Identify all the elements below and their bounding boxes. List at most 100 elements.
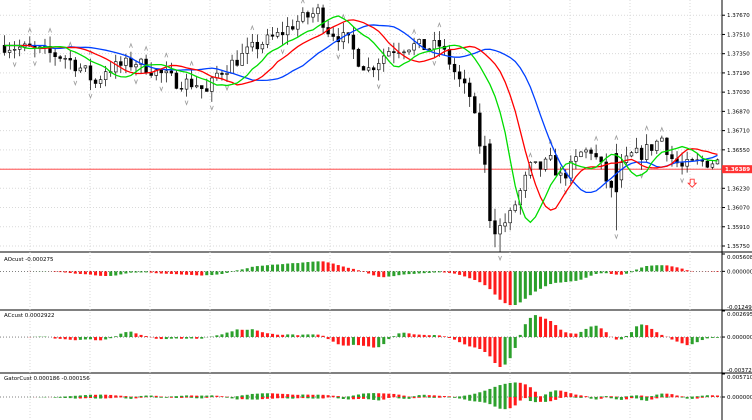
candle <box>174 70 179 90</box>
candle-body <box>488 143 492 222</box>
candle <box>321 4 325 34</box>
ac-panel[interactable] <box>0 315 722 367</box>
fractal-up-marker <box>548 138 553 144</box>
price-panel[interactable] <box>0 0 722 262</box>
candle-body <box>255 41 260 50</box>
price-axis: 1.37670 1.37510 1.37350 1.37190 1.37030 1.368… <box>722 13 752 401</box>
candle <box>574 149 578 170</box>
candle <box>548 147 553 162</box>
price-tick-label: 1.36550 <box>727 148 750 154</box>
price-tick-label: 1.36710 <box>727 129 750 135</box>
candle-body <box>619 162 624 181</box>
ac-title: ACcust 0.0002922 <box>4 313 55 319</box>
ao-tick-label: -0.012491 <box>727 305 752 311</box>
candle <box>690 157 694 161</box>
candle <box>624 146 629 165</box>
candle-body <box>493 220 497 235</box>
candle-body <box>634 147 639 154</box>
price-tick-label: 1.37670 <box>727 13 750 19</box>
candle <box>493 208 497 248</box>
fractal-down-marker <box>498 255 502 262</box>
candle-body <box>685 159 689 167</box>
candle <box>63 55 67 69</box>
ma-green-line <box>4 15 718 224</box>
candle-body <box>260 44 265 50</box>
candle-body <box>63 58 67 60</box>
candle <box>705 160 710 169</box>
candle-body <box>523 174 528 191</box>
fractal-down-marker <box>376 84 381 90</box>
candle <box>184 73 189 97</box>
candle <box>382 48 386 72</box>
candle-body <box>235 59 239 66</box>
candle-body <box>88 65 93 81</box>
current-price-box <box>722 165 752 174</box>
fractal-down-marker <box>225 85 229 92</box>
candle-body <box>538 161 543 170</box>
candle <box>660 135 664 142</box>
candle <box>331 26 335 42</box>
candle <box>371 65 376 78</box>
candle <box>159 68 163 83</box>
fractal-up-marker <box>412 28 416 34</box>
fractal-down-marker <box>159 86 164 92</box>
fractal-up-marker <box>250 24 255 31</box>
candle-body <box>296 20 300 30</box>
candle <box>240 43 244 66</box>
candle-body <box>650 144 654 151</box>
candle-body <box>53 52 57 57</box>
candle <box>715 158 720 165</box>
price-tick-label: 1.37190 <box>727 71 750 77</box>
candle <box>210 75 214 102</box>
candle-body <box>639 147 644 160</box>
candle-body <box>644 144 649 160</box>
candle-body <box>584 149 588 153</box>
candle-body <box>311 13 315 18</box>
fractal-down-marker <box>432 61 437 67</box>
candle-body <box>665 137 669 155</box>
candle-body <box>18 46 22 50</box>
candle <box>78 63 83 73</box>
fractal-up-marker <box>594 135 598 141</box>
price-tick-label: 1.35910 <box>727 225 750 231</box>
candle-body <box>275 32 280 37</box>
candle-body <box>301 12 305 22</box>
candle <box>275 27 280 39</box>
candle-body <box>548 155 553 160</box>
fractal-down-marker <box>32 61 37 67</box>
fractal-down-marker <box>680 178 684 184</box>
candle-body <box>574 156 578 162</box>
fractal-up-marker <box>659 126 664 132</box>
candle-body <box>194 85 199 88</box>
ao-panel[interactable] <box>0 261 722 306</box>
candle <box>119 56 123 73</box>
candle-body <box>513 204 517 211</box>
candle <box>407 49 411 55</box>
fractal-up-marker <box>437 21 442 28</box>
fractal-up-marker <box>68 41 73 47</box>
ac-tick-label: 0.0026952 <box>727 312 752 318</box>
candle <box>543 157 548 172</box>
candle-body <box>139 58 143 65</box>
price-tick-label: 1.36230 <box>727 186 750 192</box>
candle-body <box>377 63 381 71</box>
candle <box>498 218 502 252</box>
candle-body <box>392 51 396 54</box>
candle-body <box>331 33 335 37</box>
candle-body <box>189 78 194 88</box>
candle <box>488 139 492 228</box>
candle <box>351 27 356 59</box>
candle-body <box>705 160 710 168</box>
candle-body <box>402 51 406 54</box>
candle <box>589 147 593 161</box>
candle <box>129 51 133 71</box>
candle <box>12 41 17 59</box>
candle-body <box>119 61 123 66</box>
candle <box>316 3 320 22</box>
gator-panel[interactable] <box>0 382 722 410</box>
candle-body <box>589 149 593 154</box>
candle <box>285 17 290 45</box>
candle-body <box>503 222 507 227</box>
ma-red-line <box>4 19 718 211</box>
candle-body <box>12 49 17 51</box>
